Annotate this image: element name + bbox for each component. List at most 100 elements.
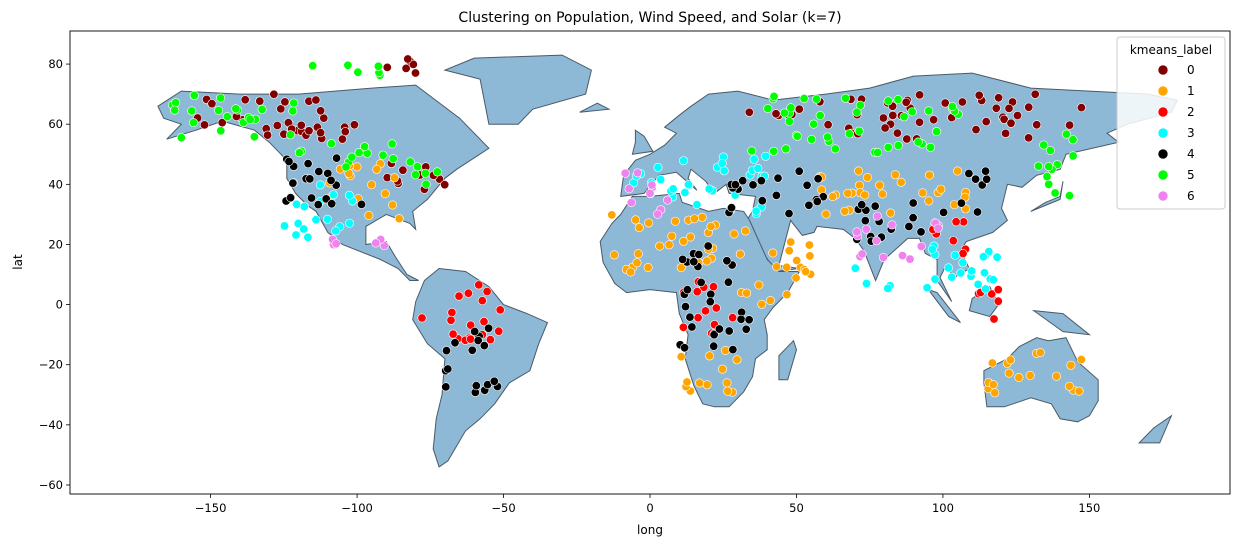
point-cluster-5 xyxy=(420,168,430,178)
point-cluster-1 xyxy=(678,236,688,246)
legend-title: kmeans_label xyxy=(1130,43,1212,57)
point-cluster-3 xyxy=(978,252,988,262)
point-cluster-5 xyxy=(883,96,893,106)
x-tick-label: −100 xyxy=(341,501,373,515)
point-cluster-1 xyxy=(1064,381,1074,391)
point-cluster-4 xyxy=(904,222,914,232)
point-cluster-3 xyxy=(956,268,966,278)
point-cluster-0 xyxy=(440,180,450,190)
point-cluster-1 xyxy=(782,262,792,272)
point-cluster-3 xyxy=(992,252,1002,262)
legend-label-2: 2 xyxy=(1187,105,1195,119)
point-cluster-5 xyxy=(893,95,903,105)
point-cluster-0 xyxy=(200,120,210,130)
point-cluster-1 xyxy=(1035,347,1045,357)
point-cluster-3 xyxy=(981,284,991,294)
point-cluster-0 xyxy=(398,165,408,175)
point-cluster-4 xyxy=(748,180,758,190)
point-cluster-5 xyxy=(893,141,903,151)
point-cluster-1 xyxy=(1076,354,1086,364)
point-cluster-1 xyxy=(754,280,764,290)
y-tick-label: −20 xyxy=(39,358,63,372)
point-cluster-1 xyxy=(886,208,896,218)
point-cluster-0 xyxy=(1032,120,1042,130)
point-cluster-4 xyxy=(939,207,949,217)
point-cluster-4 xyxy=(964,169,974,179)
point-cluster-5 xyxy=(214,106,224,116)
point-cluster-1 xyxy=(732,355,742,365)
point-cluster-1 xyxy=(367,180,377,190)
point-cluster-0 xyxy=(999,114,1009,124)
point-cluster-3 xyxy=(678,156,688,166)
point-cluster-5 xyxy=(784,116,794,126)
point-cluster-1 xyxy=(1014,372,1024,382)
point-cluster-0 xyxy=(1012,111,1022,121)
point-cluster-5 xyxy=(873,148,883,158)
legend-label-6: 6 xyxy=(1187,189,1195,203)
point-cluster-0 xyxy=(940,98,950,108)
point-cluster-3 xyxy=(683,180,693,190)
point-cluster-5 xyxy=(326,139,336,149)
point-cluster-1 xyxy=(936,184,946,194)
land-shape xyxy=(1031,309,1092,336)
point-cluster-5 xyxy=(907,107,917,117)
point-cluster-1 xyxy=(720,345,730,355)
point-cluster-1 xyxy=(389,173,399,183)
point-cluster-1 xyxy=(740,226,750,236)
point-cluster-4 xyxy=(680,302,690,312)
point-cluster-5 xyxy=(289,98,299,108)
legend-marker-2 xyxy=(1157,106,1169,118)
point-cluster-1 xyxy=(380,189,390,199)
point-cluster-5 xyxy=(1068,151,1078,161)
point-cluster-0 xyxy=(971,125,981,135)
legend-marker-0 xyxy=(1157,64,1169,76)
point-cluster-5 xyxy=(807,134,817,144)
point-cluster-3 xyxy=(299,202,309,212)
point-cluster-1 xyxy=(697,212,707,222)
point-cluster-3 xyxy=(850,263,860,273)
point-cluster-6 xyxy=(878,252,888,262)
point-cluster-3 xyxy=(943,263,953,273)
point-cluster-1 xyxy=(664,240,674,250)
point-cluster-4 xyxy=(678,254,688,264)
point-cluster-5 xyxy=(410,170,420,180)
point-cluster-1 xyxy=(768,248,778,258)
point-cluster-0 xyxy=(255,96,265,106)
point-cluster-1 xyxy=(875,180,885,190)
point-cluster-1 xyxy=(1074,386,1084,396)
point-cluster-0 xyxy=(311,95,321,105)
point-cluster-0 xyxy=(901,97,911,107)
point-cluster-4 xyxy=(908,198,918,208)
point-cluster-6 xyxy=(645,188,655,198)
point-cluster-5 xyxy=(231,104,241,114)
point-cluster-0 xyxy=(1024,133,1034,143)
land-shape xyxy=(1030,181,1064,212)
point-cluster-6 xyxy=(897,251,907,261)
legend: kmeans_label 0 1 2 3 4 5 6 xyxy=(1116,36,1226,210)
point-cluster-6 xyxy=(331,239,341,249)
point-cluster-0 xyxy=(337,134,347,144)
point-cluster-4 xyxy=(860,216,870,226)
y-tick-label: −40 xyxy=(39,418,63,432)
point-cluster-0 xyxy=(340,127,350,137)
point-cluster-4 xyxy=(773,173,783,183)
point-cluster-0 xyxy=(276,104,286,114)
point-cluster-1 xyxy=(860,190,870,200)
point-cluster-5 xyxy=(387,139,397,149)
point-cluster-4 xyxy=(450,338,460,348)
point-cluster-4 xyxy=(726,203,736,213)
point-cluster-2 xyxy=(728,313,738,323)
point-cluster-2 xyxy=(993,296,1003,306)
point-cluster-6 xyxy=(620,168,630,178)
point-cluster-1 xyxy=(723,386,733,396)
point-cluster-5 xyxy=(1044,162,1054,172)
point-cluster-5 xyxy=(189,118,199,128)
point-cluster-1 xyxy=(804,240,814,250)
y-tick-label: 80 xyxy=(48,57,63,71)
point-cluster-1 xyxy=(988,380,998,390)
point-cluster-1 xyxy=(791,273,801,283)
point-cluster-0 xyxy=(914,117,924,127)
point-cluster-4 xyxy=(682,285,692,295)
legend-label-1: 1 xyxy=(1187,84,1195,98)
x-axis-label: long xyxy=(637,523,663,537)
